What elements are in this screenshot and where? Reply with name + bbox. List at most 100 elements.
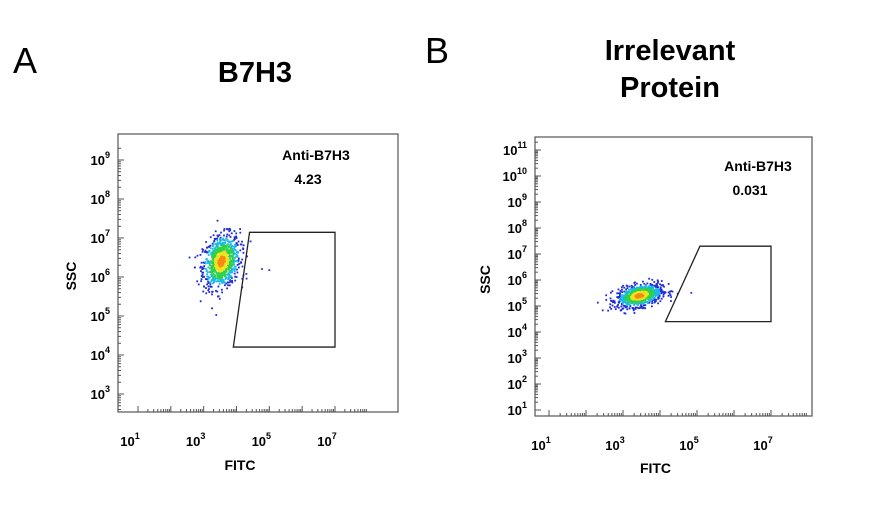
event-dot (214, 238, 217, 240)
event-dot (215, 255, 217, 258)
event-dot (648, 286, 651, 289)
event-dot (210, 251, 213, 254)
event-dot (221, 243, 224, 246)
event-dot (642, 302, 645, 305)
y-tick-label: 104 (508, 322, 527, 340)
event-dot (222, 271, 225, 274)
event-dot (228, 228, 230, 231)
event-dot (236, 271, 239, 274)
event-dot (219, 267, 222, 269)
event-dot (216, 243, 219, 246)
event-dot (642, 304, 645, 306)
event-dot (223, 250, 226, 253)
event-dot (627, 300, 630, 303)
event-dot (660, 280, 663, 282)
event-dot (634, 306, 637, 309)
event-dot (655, 294, 658, 296)
event-dot (228, 273, 231, 276)
event-dot (205, 287, 207, 289)
event-dot (221, 274, 224, 277)
gate-percent-label: 0.031 (732, 182, 767, 198)
event-dot (207, 289, 210, 292)
event-dot (216, 250, 219, 252)
event-dot (231, 258, 234, 260)
event-dot (218, 242, 221, 245)
event-dot (227, 273, 229, 276)
event-dot (220, 249, 223, 252)
y-tick-label: 108 (508, 218, 527, 236)
event-dot (222, 245, 225, 248)
event-dot (644, 307, 647, 310)
panel-b-title: Irrelevant Protein (570, 33, 770, 107)
event-dot (227, 266, 230, 269)
event-dot (220, 276, 222, 279)
y-tick-label: 103 (508, 348, 527, 366)
event-dot (209, 244, 212, 247)
event-dot (626, 303, 629, 306)
event-dot (660, 292, 663, 295)
event-dot (234, 243, 236, 246)
event-dot (613, 300, 616, 303)
event-dot (218, 280, 221, 283)
event-dot (212, 279, 215, 282)
gate-polygon[interactable] (664, 245, 772, 323)
event-dot (650, 288, 652, 291)
event-dot (234, 245, 237, 248)
panel-b-title-line-1: Irrelevant (604, 35, 736, 67)
event-dot (628, 285, 631, 288)
event-dot (212, 253, 215, 255)
event-dot (236, 260, 239, 263)
event-dot (235, 276, 238, 278)
event-dot (617, 288, 620, 291)
event-dot (205, 251, 207, 253)
event-dot (669, 294, 672, 297)
event-dot (234, 265, 236, 268)
event-dot (226, 281, 229, 284)
event-dot (654, 291, 656, 294)
gate-polygon[interactable] (232, 231, 336, 348)
event-dot (237, 257, 240, 260)
event-dot (596, 301, 599, 304)
event-dot (663, 291, 666, 293)
event-dot (216, 254, 219, 257)
event-dot (215, 268, 218, 270)
event-dot (206, 246, 209, 249)
event-dot (626, 300, 629, 303)
event-dot (233, 230, 236, 232)
x-tick-label: 105 (252, 431, 271, 449)
event-dot (202, 267, 205, 270)
event-dot (268, 269, 271, 272)
event-dot (223, 239, 226, 241)
event-dot (228, 254, 231, 256)
event-dot (226, 249, 228, 252)
event-dot (224, 273, 226, 276)
event-dot (211, 242, 214, 245)
event-dot (644, 287, 646, 290)
event-dot (233, 260, 236, 263)
event-dot (668, 292, 671, 295)
event-dot (646, 292, 649, 295)
event-dot (201, 266, 204, 269)
event-dot (207, 285, 210, 288)
event-dot (234, 244, 237, 247)
panel-b-title-line-2: Protein (620, 72, 720, 104)
event-dot (216, 237, 218, 240)
event-dot (214, 265, 216, 268)
y-tick-label: 104 (91, 345, 110, 363)
event-dot (640, 305, 643, 308)
event-dot (632, 309, 635, 312)
event-dot (211, 270, 214, 273)
event-dot (632, 290, 634, 293)
event-dot (209, 247, 212, 250)
event-dot (207, 282, 210, 284)
event-dot (657, 296, 659, 299)
event-dot (226, 254, 229, 256)
event-dot (222, 274, 225, 276)
event-dot (223, 229, 225, 232)
event-dot (201, 250, 204, 253)
event-dot (659, 287, 662, 290)
event-dot (624, 296, 627, 299)
event-dot (211, 268, 214, 270)
y-axis-label: SSC (63, 262, 79, 291)
event-dot (235, 251, 238, 254)
